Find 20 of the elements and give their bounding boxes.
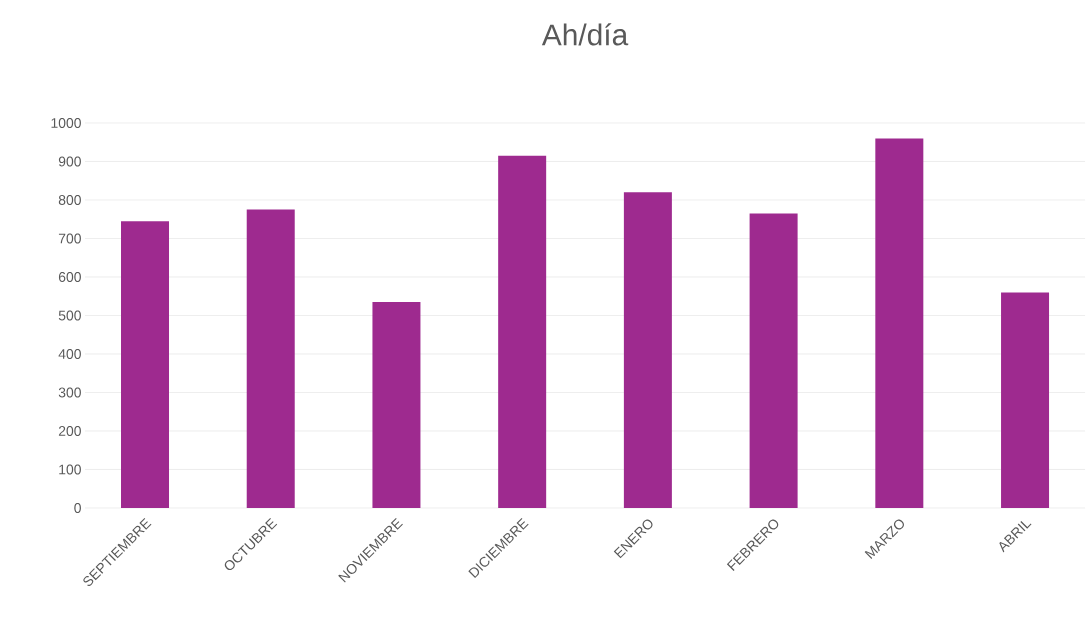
- bar: [623, 192, 672, 508]
- bar: [498, 155, 547, 508]
- y-tick-label: 500: [58, 310, 81, 321]
- bar: [246, 209, 295, 508]
- chart-title: Ah/día: [541, 23, 629, 46]
- y-tick-label: 400: [58, 349, 81, 359]
- y-tick-label: 700: [58, 233, 81, 244]
- bar: [1001, 292, 1050, 508]
- bar: [749, 213, 798, 508]
- bar: [372, 302, 421, 508]
- y-tick-label: 1000: [51, 118, 81, 128]
- y-tick-label: 600: [58, 272, 81, 282]
- y-tick-label: 300: [58, 387, 81, 398]
- bar: [875, 138, 924, 508]
- y-tick-label: 800: [58, 195, 81, 205]
- y-tick-label: 100: [59, 464, 81, 475]
- y-tick-label: 0: [74, 503, 81, 513]
- bar: [121, 221, 170, 508]
- y-tick-label: 200: [58, 426, 81, 436]
- y-tick-label: 900: [58, 156, 81, 167]
